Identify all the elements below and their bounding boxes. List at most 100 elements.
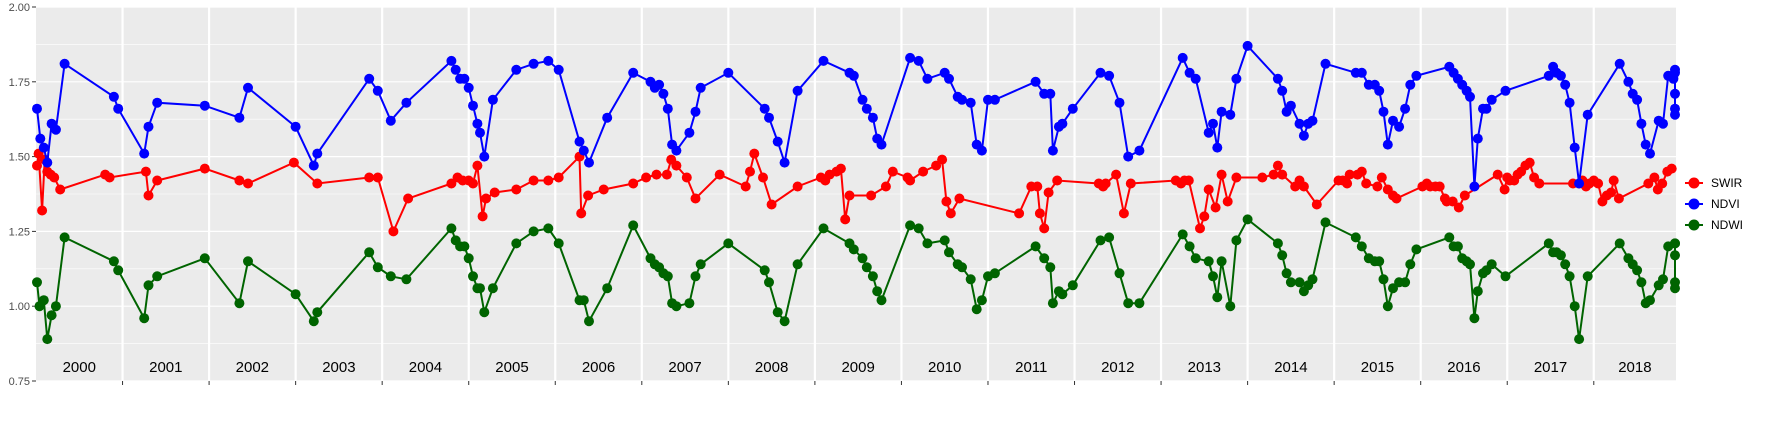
ndwi-point <box>867 271 878 282</box>
swir-point <box>140 166 151 177</box>
swir-point <box>1014 208 1025 219</box>
ndvi-point <box>1225 109 1236 120</box>
ndvi-point <box>312 148 323 159</box>
ndwi-point <box>1231 235 1242 246</box>
year-label: 2012 <box>1101 359 1134 376</box>
ndvi-point <box>113 103 124 114</box>
legend-key-point <box>1688 219 1700 231</box>
ndwi-point <box>602 283 613 294</box>
swir-point <box>403 193 414 204</box>
year-label: 2011 <box>1015 359 1047 376</box>
ndwi-point <box>50 301 61 312</box>
swir-point <box>576 208 587 219</box>
ndvi-point <box>108 91 119 102</box>
ndvi-point <box>511 64 522 75</box>
ndwi-point <box>446 223 457 234</box>
ndwi-point <box>364 247 375 258</box>
year-label: 2017 <box>1534 359 1567 376</box>
year-label: 2004 <box>409 359 442 376</box>
ndwi-point <box>779 316 790 327</box>
ndwi-point <box>1444 232 1455 243</box>
swir-point <box>1203 184 1214 195</box>
ndvi-point <box>662 103 673 114</box>
year-label: 2007 <box>668 359 701 376</box>
ndwi-point <box>848 244 859 255</box>
legend-item-ndwi: NDWI <box>1685 218 1743 232</box>
swir-point <box>1039 223 1050 234</box>
ndvi-point <box>1469 181 1480 192</box>
ndvi-point <box>876 139 887 150</box>
ndwi-point <box>965 274 976 285</box>
swir-point <box>1052 175 1063 186</box>
ndwi-point <box>1095 235 1106 246</box>
legend-key-point <box>1688 177 1700 189</box>
ndwi-point <box>759 265 770 276</box>
y-tick-label: 0.75 <box>9 376 30 388</box>
ndwi-point <box>939 235 950 246</box>
ndwi-point <box>1114 268 1125 279</box>
ndwi-point <box>1574 334 1585 345</box>
swir-point <box>1268 169 1279 180</box>
ndvi-point <box>463 82 474 93</box>
ndwi-point <box>905 220 916 231</box>
ndvi-point <box>1569 142 1580 153</box>
swir-point <box>945 208 956 219</box>
ndwi-point <box>1045 262 1056 273</box>
ndwi-point <box>922 238 933 249</box>
ndwi-point <box>459 241 470 252</box>
ndvi-point <box>475 127 485 138</box>
ndwi-point <box>876 295 887 306</box>
swir-point <box>1356 166 1367 177</box>
ndwi-point <box>1411 244 1422 255</box>
ndwi-point <box>1208 271 1218 282</box>
swir-point <box>1534 178 1545 189</box>
swir-point <box>1032 181 1043 192</box>
ndwi-point <box>385 271 396 282</box>
ndwi-point <box>42 334 53 345</box>
swir-point <box>312 178 323 189</box>
ndvi-point <box>1047 145 1058 156</box>
ndvi-point <box>50 124 61 135</box>
ndwi-point <box>1543 238 1554 249</box>
ndvi-point <box>1294 118 1305 129</box>
swir-point <box>543 175 554 186</box>
ndwi-point <box>861 262 872 273</box>
ndwi-point <box>989 268 1000 279</box>
ndvi-point <box>1388 115 1398 126</box>
ndwi-point <box>528 226 539 237</box>
ndvi-point <box>1320 58 1331 69</box>
ndwi-point <box>772 307 783 318</box>
swir-point <box>468 178 478 189</box>
swir-point <box>792 181 803 192</box>
year-label: 2015 <box>1361 359 1394 376</box>
ndwi-point <box>475 283 485 294</box>
legend-key-point <box>1688 198 1700 210</box>
ndvi-point <box>1465 91 1475 102</box>
ndwi-point <box>684 298 695 309</box>
ndvi-point <box>364 73 375 84</box>
ndwi-point <box>46 310 57 321</box>
swir-point <box>661 169 672 180</box>
ndvi-point <box>1104 70 1115 81</box>
ndwi-point <box>1636 277 1647 288</box>
swir-point <box>887 166 898 177</box>
ndwi-point <box>1472 286 1483 297</box>
ndvi-point <box>1411 70 1422 81</box>
ndvi-point <box>1400 103 1411 114</box>
swir-point <box>1298 181 1309 192</box>
swir-point <box>143 190 154 201</box>
swir-point <box>1453 202 1464 213</box>
ndwi-point <box>1486 259 1497 270</box>
ndvi-point <box>1123 151 1134 162</box>
ndvi-point <box>1623 76 1634 87</box>
ndwi-point <box>1374 256 1385 267</box>
ndvi-point <box>658 88 669 99</box>
y-tick-label: 1.75 <box>9 77 30 89</box>
ndwi-point <box>976 295 987 306</box>
ndwi-point <box>1281 268 1292 279</box>
ndvi-point <box>695 82 706 93</box>
ndvi-point <box>472 118 483 129</box>
ndwi-point <box>290 289 301 300</box>
ndvi-point <box>1670 109 1680 120</box>
ndvi-point <box>905 52 916 63</box>
